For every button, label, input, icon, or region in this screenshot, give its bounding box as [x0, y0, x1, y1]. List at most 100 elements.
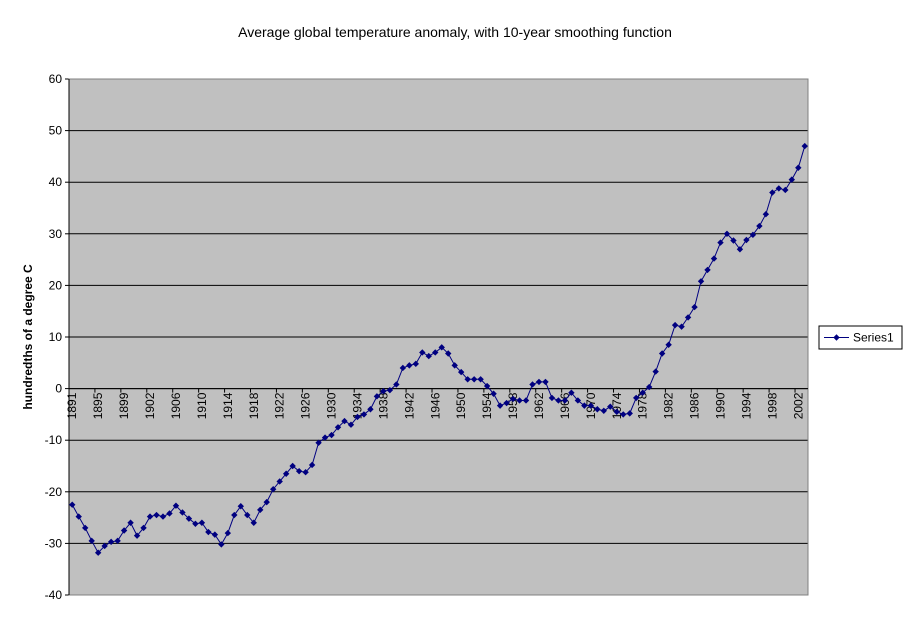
data-marker — [295, 467, 303, 475]
data-marker — [82, 524, 89, 532]
data-marker — [691, 303, 698, 311]
data-marker — [419, 349, 426, 356]
data-marker — [380, 387, 387, 395]
data-marker — [341, 417, 348, 425]
data-marker — [490, 390, 497, 397]
data-marker — [69, 501, 76, 508]
data-marker — [697, 278, 705, 285]
legend — [818, 325, 903, 350]
data-marker — [120, 527, 128, 534]
y-tick-label: 20 — [49, 278, 63, 292]
x-tick-label: 1899 — [117, 392, 131, 419]
data-marker — [594, 406, 601, 413]
x-tick-label: 1974 — [610, 392, 624, 419]
data-marker — [412, 360, 420, 368]
x-tick-label: 1918 — [247, 392, 261, 419]
data-marker — [393, 381, 400, 388]
data-marker — [399, 364, 407, 372]
y-tick-label: -10 — [45, 433, 63, 447]
x-tick-label: 2002 — [791, 392, 805, 419]
data-marker — [438, 344, 445, 351]
x-tick-label: 1966 — [558, 392, 572, 419]
x-tick-label: 1930 — [325, 392, 339, 419]
data-marker — [464, 376, 471, 383]
x-tick-label: 1938 — [376, 392, 390, 419]
data-marker — [185, 515, 193, 522]
legend-label: Series1 — [853, 331, 894, 345]
x-tick-label: 1954 — [480, 392, 494, 419]
data-marker — [457, 368, 465, 376]
data-marker — [308, 461, 316, 469]
data-marker — [509, 395, 517, 403]
data-marker — [198, 519, 206, 526]
data-marker — [289, 462, 296, 470]
data-marker — [257, 506, 264, 514]
data-marker — [665, 341, 672, 348]
y-axis-label: hundredths of a degree C — [21, 264, 35, 410]
x-tick-label: 1902 — [143, 392, 157, 419]
y-tick-label: 40 — [49, 175, 63, 189]
data-marker — [607, 403, 614, 410]
data-marker — [522, 397, 530, 404]
data-marker — [736, 246, 744, 253]
data-marker — [756, 222, 763, 230]
x-tick-label: 1990 — [713, 392, 727, 419]
data-marker — [328, 431, 335, 439]
data-marker — [684, 314, 692, 321]
data-marker — [94, 549, 102, 556]
y-tick-label: -30 — [45, 536, 63, 550]
data-marker — [613, 408, 620, 416]
data-marker — [671, 321, 679, 329]
data-marker — [140, 524, 147, 532]
data-marker — [367, 406, 374, 413]
legend-marker — [833, 334, 840, 341]
data-marker — [107, 538, 115, 546]
x-tick-label: 1926 — [299, 392, 313, 419]
data-marker — [788, 176, 795, 183]
data-marker — [477, 376, 484, 383]
x-tick-label: 1910 — [195, 392, 209, 419]
data-marker — [386, 386, 394, 394]
data-marker — [276, 478, 283, 485]
x-tick-label: 1914 — [221, 392, 235, 419]
data-marker — [231, 511, 238, 519]
data-marker — [704, 266, 711, 274]
data-marker — [224, 529, 232, 537]
data-marker — [101, 542, 108, 550]
data-marker — [555, 397, 562, 404]
data-marker — [179, 509, 186, 516]
data-marker — [263, 498, 270, 506]
data-marker — [801, 142, 808, 150]
data-marker — [244, 511, 251, 519]
data-marker — [574, 397, 582, 404]
y-tick-label: -40 — [45, 588, 63, 602]
data-marker — [645, 383, 653, 391]
data-marker — [561, 397, 569, 404]
x-tick-label: 1934 — [350, 392, 364, 419]
data-marker — [302, 468, 309, 476]
data-marker — [205, 528, 212, 536]
data-marker — [347, 421, 355, 428]
y-tick-label: 60 — [49, 72, 63, 86]
data-marker — [782, 186, 789, 194]
data-marker — [127, 519, 134, 526]
data-marker — [159, 513, 167, 520]
x-tick-label: 1986 — [688, 392, 702, 419]
data-marker — [445, 350, 452, 357]
data-marker — [717, 239, 724, 246]
x-tick-label: 1994 — [739, 392, 753, 419]
data-marker — [723, 230, 731, 237]
data-marker — [658, 350, 666, 357]
data-marker — [678, 323, 685, 330]
data-marker — [639, 389, 646, 396]
y-tick-label: -20 — [45, 485, 63, 499]
y-tick-label: 10 — [49, 330, 63, 344]
data-marker — [730, 237, 737, 244]
data-marker — [153, 511, 160, 519]
data-marker — [795, 164, 802, 171]
data-marker — [503, 399, 510, 407]
y-tick-label: 0 — [55, 382, 62, 396]
x-tick-label: 1946 — [428, 392, 442, 419]
data-marker — [166, 510, 173, 517]
